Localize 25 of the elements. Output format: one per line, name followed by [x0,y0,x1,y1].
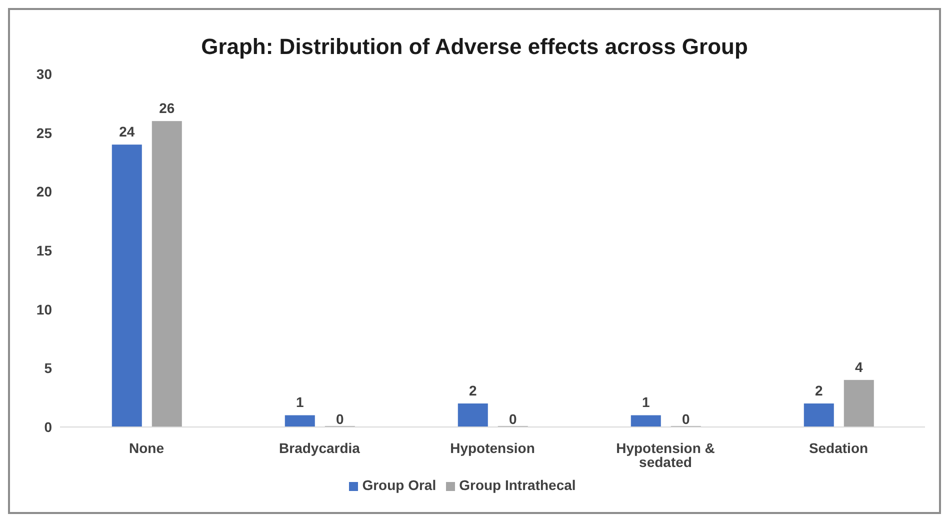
y-tick-label: 5 [44,360,52,376]
data-label: 0 [336,411,344,427]
y-tick-label: 15 [36,242,52,258]
data-label: 2 [469,382,477,398]
x-tick-label: None [129,440,164,456]
y-tick-label: 25 [36,124,52,141]
data-label: 1 [296,394,304,410]
x-tick-label: Sedation [808,440,868,456]
legend-label: Group Oral [362,477,436,493]
data-label: 0 [509,411,517,427]
x-tick-label: Bradycardia [279,440,360,456]
y-tick-label: 10 [36,301,52,318]
data-label: 24 [119,124,135,140]
chart-title: Graph: Distribution of Adverse effects across Group [200,33,749,60]
data-label: 2 [815,382,823,398]
y-tick-label: 30 [36,66,52,82]
data-label: 26 [159,100,175,116]
y-tick-label: 0 [44,418,52,435]
data-label: 4 [855,358,863,375]
x-tick-label: Hypotension [450,440,535,456]
legend-label: Group Intrathecal [459,477,576,493]
data-label: 1 [642,394,650,410]
x-tick-label: Hypotension & sedated [616,440,715,470]
y-tick-label: 20 [36,184,52,200]
data-label: 0 [682,411,690,427]
